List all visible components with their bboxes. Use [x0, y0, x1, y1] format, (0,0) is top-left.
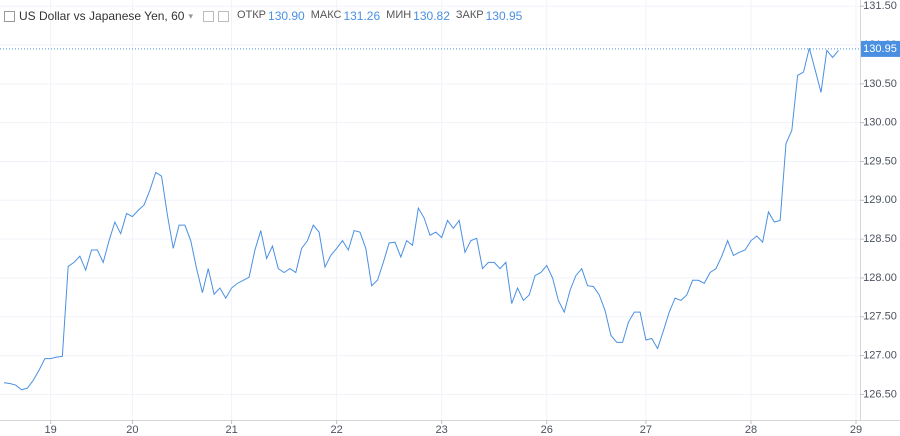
y-tick-label: 126.50 — [863, 388, 897, 400]
settings-icon[interactable] — [202, 10, 214, 22]
y-tick-label: 127.00 — [863, 349, 897, 361]
ohlc-label: ОТКР — [236, 9, 267, 21]
ohlc-label: ЗАКР — [455, 9, 484, 21]
x-tick-label: 21 — [225, 424, 237, 436]
ohlc-label: МАКС — [310, 9, 342, 21]
collapse-icon[interactable] — [4, 10, 15, 22]
x-tick-label: 27 — [640, 424, 652, 436]
x-tick-label: 19 — [45, 424, 57, 436]
x-tick-label: 28 — [745, 424, 757, 436]
ohlc-value: 131.26 — [343, 9, 381, 23]
ohlc: ОТКР 130.90 МАКС 131.26 МИН 130.82 ЗАКР 130.95 — [233, 9, 522, 23]
y-tick-label: 128.00 — [863, 272, 897, 284]
x-tick-label: 29 — [850, 424, 862, 436]
y-tick-label: 130.50 — [863, 78, 897, 90]
x-tick-label: 26 — [541, 424, 553, 436]
ohlc-value: 130.95 — [485, 9, 523, 23]
ohlc-value: 130.82 — [413, 9, 450, 23]
y-tick-label: 130.00 — [863, 117, 897, 129]
legend-header: US Dollar vs Japanese Yen, 60 ▾ ОТКР 130.… — [4, 9, 522, 23]
y-tick-label: 128.50 — [863, 233, 897, 245]
y-tick-label: 127.50 — [863, 311, 897, 323]
x-tick-label: 23 — [436, 424, 448, 436]
y-tick-label: 129.00 — [863, 194, 897, 206]
y-tick-label: 129.50 — [863, 155, 897, 167]
last-price-label: 130.95 — [863, 43, 897, 55]
price-line — [3, 48, 839, 391]
ohlc-label: МИН — [386, 9, 412, 21]
ohlc-value: 130.90 — [268, 9, 305, 23]
close-icon[interactable] — [217, 10, 229, 22]
y-tick-label: 131.50 — [863, 0, 897, 12]
symbol-title: US Dollar vs Japanese Yen, 60 — [19, 9, 185, 23]
dropdown-arrow[interactable]: ▾ — [188, 10, 193, 21]
x-tick-label: 20 — [126, 424, 138, 436]
last-price-badge — [861, 40, 900, 57]
x-tick-label: 22 — [331, 424, 343, 436]
